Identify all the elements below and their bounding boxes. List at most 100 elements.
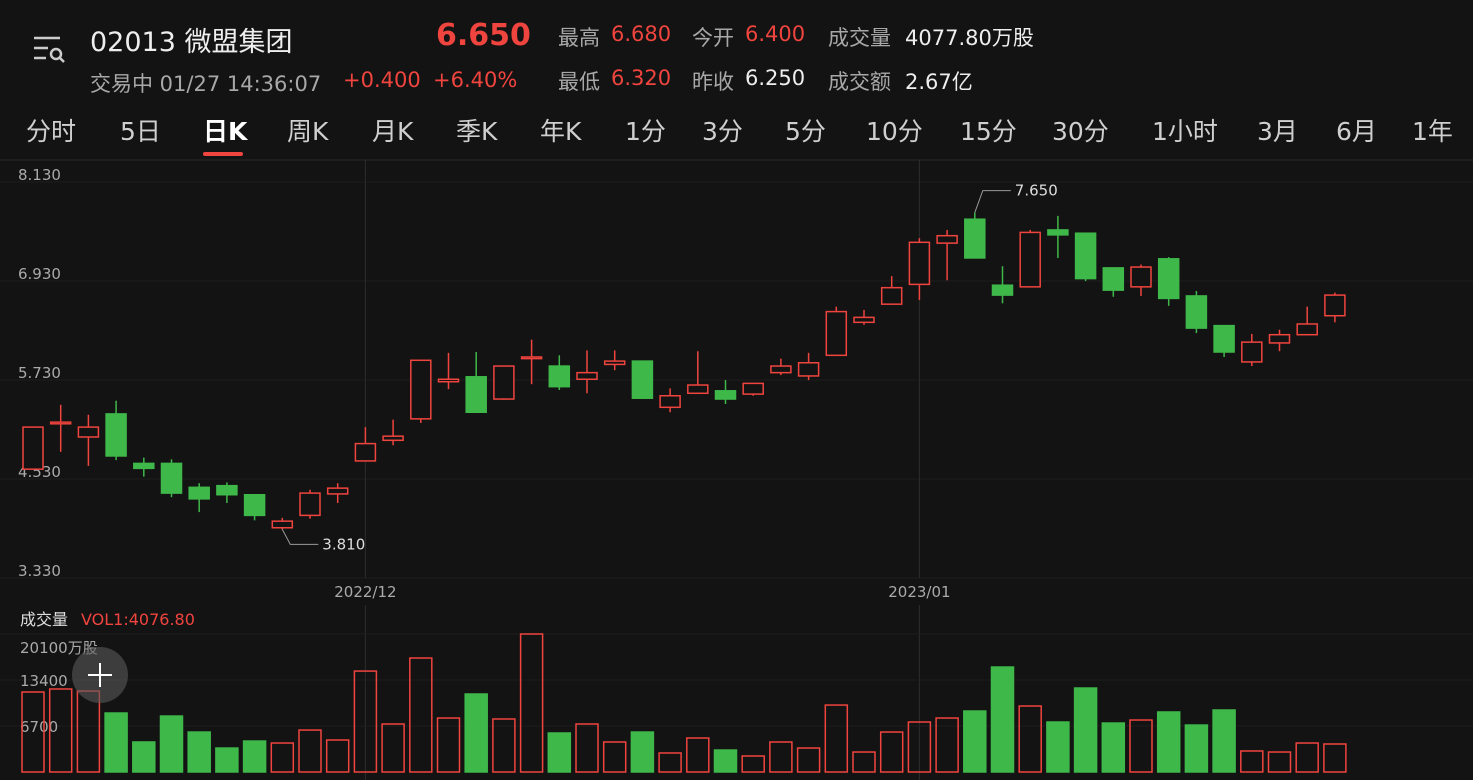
volume-bar xyxy=(1240,750,1264,773)
candle-body xyxy=(410,359,432,420)
candle-body xyxy=(548,365,571,388)
stat-value: 2.67亿 xyxy=(905,70,973,94)
tab[interactable]: 6月 xyxy=(1336,117,1377,146)
tab[interactable]: 15分 xyxy=(960,117,1017,146)
candle-body xyxy=(1268,333,1291,344)
candle-body xyxy=(105,413,127,457)
candle-body xyxy=(1213,324,1235,353)
candle-body xyxy=(964,218,986,259)
tab[interactable]: 1年 xyxy=(1412,117,1453,146)
candle-body xyxy=(1296,323,1318,336)
candle-body xyxy=(936,234,958,244)
candle-body xyxy=(326,487,349,495)
volume-bar xyxy=(215,747,239,773)
y-tick-label: 3.330 xyxy=(18,562,61,580)
candle-body xyxy=(243,494,266,517)
candle-body xyxy=(271,520,294,529)
volume-bar xyxy=(242,740,267,773)
candle-body xyxy=(853,316,875,324)
tab[interactable]: 1小时 xyxy=(1152,117,1218,146)
candle-body xyxy=(1130,266,1152,288)
volume-bar xyxy=(1046,721,1070,773)
volume-bar xyxy=(104,712,128,773)
volume-bar xyxy=(879,731,904,773)
volume-bar xyxy=(602,741,627,773)
volume-bar xyxy=(519,633,544,773)
candle-body xyxy=(22,426,44,470)
y-tick-label: 6700 xyxy=(20,718,58,736)
volume-bar xyxy=(658,752,682,773)
stat-value: 6.680 xyxy=(611,22,672,46)
stat-value: 6.250 xyxy=(745,66,806,90)
tab[interactable]: 5日 xyxy=(120,117,161,146)
candle-body xyxy=(437,378,460,383)
tab[interactable]: 30分 xyxy=(1052,117,1109,146)
volume-bar xyxy=(159,715,184,773)
candle-body xyxy=(1324,294,1346,317)
last-price: 6.650 xyxy=(436,18,531,53)
candle-body xyxy=(1157,258,1180,300)
stat-value: 6.320 xyxy=(611,66,672,90)
candle-body xyxy=(188,486,210,500)
volume-bar xyxy=(492,718,516,773)
candle-body xyxy=(880,286,903,305)
candle-body xyxy=(1241,341,1263,363)
tab[interactable]: 3分 xyxy=(702,117,743,146)
candle-body xyxy=(49,421,72,425)
add-button[interactable] xyxy=(70,645,130,705)
volume-bar xyxy=(464,693,488,773)
volume-bar xyxy=(769,741,793,773)
tab[interactable]: 1分 xyxy=(625,117,666,146)
tab[interactable]: 3月 xyxy=(1257,117,1298,146)
candle-body xyxy=(520,356,543,360)
y-tick-label: 8.130 xyxy=(18,166,61,184)
tab[interactable]: 周K xyxy=(287,117,329,146)
candle-body xyxy=(1047,229,1069,236)
volume-bar xyxy=(1129,719,1153,773)
volume-bar xyxy=(1323,743,1347,773)
volume-bar xyxy=(1156,711,1181,773)
volume-bar xyxy=(353,670,378,773)
candle-body xyxy=(714,390,737,400)
volume-bar xyxy=(713,749,738,773)
tab[interactable]: 10分 xyxy=(866,117,923,146)
stat-label: 最低 xyxy=(558,70,600,94)
volume-title: 成交量 xyxy=(20,610,68,629)
tabs: 分时 5日 日K 周K 月K 季K 年K 1分 3分 5分 10分 15分 30分 1小时 3月 6月 1年 xyxy=(0,106,1473,156)
tab[interactable]: 5分 xyxy=(785,117,826,146)
volume-bar xyxy=(1018,705,1042,773)
tab[interactable]: 分时 xyxy=(26,117,77,146)
volume-bar xyxy=(630,731,655,773)
volume-bar xyxy=(1295,742,1319,773)
volume-bar xyxy=(935,717,959,773)
volume-bar xyxy=(298,729,322,773)
tab[interactable]: 日K xyxy=(203,117,248,146)
candle-body xyxy=(797,362,820,377)
y-tick-label: 6.930 xyxy=(18,265,61,283)
tab[interactable]: 月K xyxy=(372,117,414,146)
tab[interactable]: 季K xyxy=(456,117,498,146)
candle-body xyxy=(908,241,931,286)
tab[interactable]: 年K xyxy=(540,117,582,146)
volume-bar xyxy=(686,737,710,773)
volume-bar xyxy=(325,739,350,773)
candle-body xyxy=(160,462,183,494)
menu-icon[interactable] xyxy=(30,32,70,72)
volume-bar xyxy=(1184,724,1209,773)
annotation-label: 3.810 xyxy=(322,535,365,553)
candle-body xyxy=(77,426,100,438)
candle-body xyxy=(825,310,848,357)
volume-bar xyxy=(575,723,599,773)
volume-bar xyxy=(187,731,211,773)
stat-label: 最高 xyxy=(558,26,600,50)
candle-body xyxy=(1019,231,1041,288)
stat-value: 4077.80万股 xyxy=(905,26,1034,50)
candle-body xyxy=(133,462,155,470)
volume-bar xyxy=(852,751,876,773)
candle-body xyxy=(1074,232,1097,280)
y-tick-label: 13400 xyxy=(20,672,68,690)
volume-bar xyxy=(381,723,405,773)
volume-bar xyxy=(1101,722,1126,773)
candle-body xyxy=(354,442,377,462)
y-tick-label: 5.730 xyxy=(18,364,61,382)
